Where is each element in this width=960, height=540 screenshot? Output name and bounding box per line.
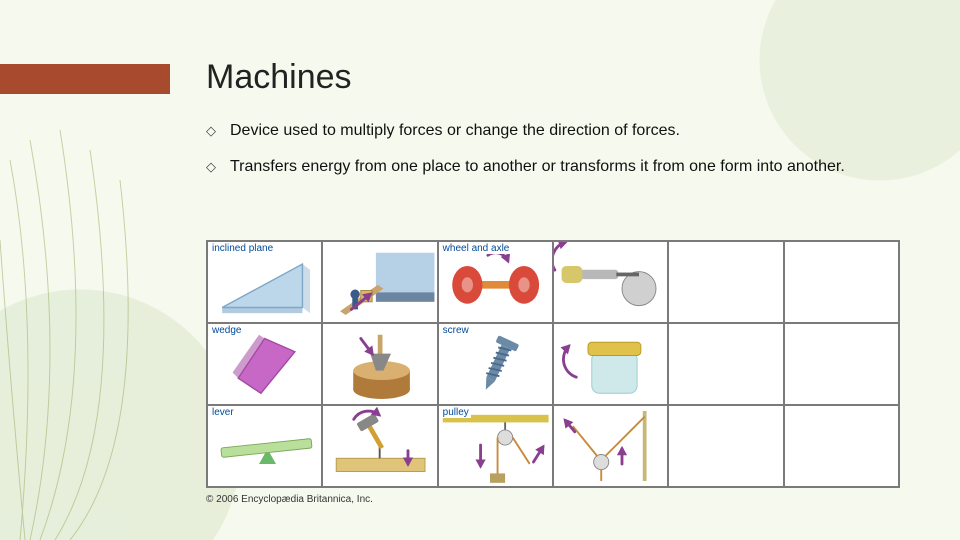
figure-credit: © 2006 Encyclopædia Britannica, Inc.	[206, 494, 900, 505]
bullet-text: Device used to multiply forces or change…	[230, 120, 680, 142]
bullet-text: Transfers energy from one place to anoth…	[230, 156, 845, 178]
machine-cell-screw: screw	[438, 323, 553, 405]
machine-cell-hammer	[322, 405, 437, 487]
machine-cell-empty	[784, 405, 899, 487]
machine-cell-sailboat-rope	[553, 405, 668, 487]
machine-cell-empty	[668, 405, 783, 487]
machine-cell-truck-ramp	[322, 241, 437, 323]
machine-cell-jar	[553, 323, 668, 405]
machines-grid: inclined plane wheel and axle	[206, 240, 900, 488]
diamond-icon: ◇	[206, 158, 220, 176]
machines-figure: inclined plane wheel and axle	[206, 240, 900, 505]
machine-cell-pulley-bar: pulley	[438, 405, 553, 487]
bullet-item: ◇ Device used to multiply forces or chan…	[206, 120, 900, 142]
cell-label: wedge	[210, 325, 243, 336]
bullet-list: ◇ Device used to multiply forces or chan…	[206, 120, 900, 191]
cell-label: screw	[441, 325, 471, 336]
page-title: Machines	[206, 58, 352, 97]
machine-cell-screwdriver	[553, 241, 668, 323]
machine-cell-empty	[668, 241, 783, 323]
machine-cell-inclined-plane: inclined plane	[207, 241, 322, 323]
machine-cell-empty	[668, 323, 783, 405]
machine-cell-empty	[784, 241, 899, 323]
machine-cell-wheel-axle: wheel and axle	[438, 241, 553, 323]
cell-label: pulley	[441, 407, 471, 418]
decorative-grass	[0, 120, 180, 540]
machine-cell-empty	[784, 323, 899, 405]
machine-cell-lever-board: lever	[207, 405, 322, 487]
cell-label: wheel and axle	[441, 243, 512, 254]
diamond-icon: ◇	[206, 122, 220, 140]
accent-bar	[0, 64, 170, 94]
bullet-item: ◇ Transfers energy from one place to ano…	[206, 156, 900, 178]
machine-cell-wedge: wedge	[207, 323, 322, 405]
cell-label: lever	[210, 407, 236, 418]
machine-cell-axe-log	[322, 323, 437, 405]
cell-label: inclined plane	[210, 243, 275, 254]
